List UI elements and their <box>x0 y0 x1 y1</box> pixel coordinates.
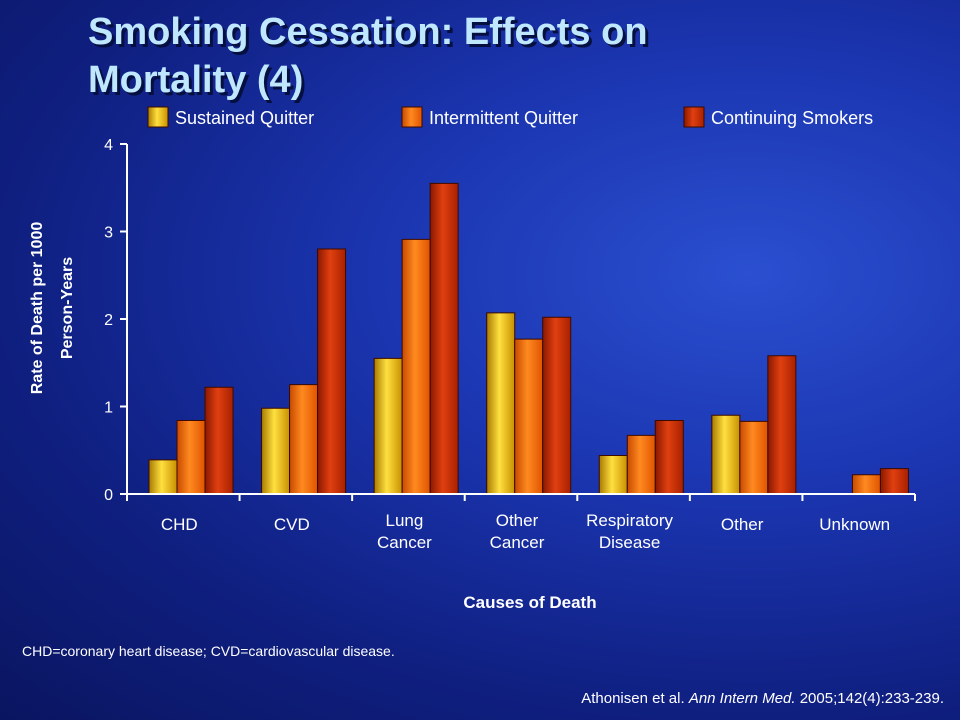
bar-1-6 <box>711 414 741 495</box>
legend-label-1: Sustained Quitter <box>175 108 314 128</box>
bar-1-2 <box>261 407 291 495</box>
bar-2-1 <box>176 420 206 495</box>
title-line-2: Mortality (4) <box>88 59 304 101</box>
title-line-1: Smoking Cessation: Effects on <box>88 11 648 53</box>
bar-1-3 <box>373 357 403 495</box>
bar-3-6 <box>767 355 797 495</box>
citation-details: 2005;142(4):233-239. <box>799 690 944 707</box>
x-category-label-3: Lung Cancer <box>377 511 432 552</box>
y-tick-label-5: 4 <box>104 137 113 154</box>
x-category-label-1: CHD <box>161 515 198 534</box>
y-tick-label-4: 3 <box>104 225 113 242</box>
x-category-label-2: CVD <box>274 515 310 534</box>
bar-2-4 <box>514 338 544 495</box>
legend-swatch-2 <box>401 106 423 128</box>
legend-label-3: Continuing Smokers <box>711 108 873 128</box>
x-category-label-4: Other Cancer <box>490 511 545 552</box>
legend-swatch-1 <box>147 106 169 128</box>
bar-1-1 <box>148 459 178 495</box>
bar-1-5 <box>598 455 628 495</box>
bar-3-2 <box>317 248 347 495</box>
bar-3-4 <box>542 316 572 495</box>
y-tick-label-2: 1 <box>104 400 113 417</box>
bar-2-7 <box>851 474 881 495</box>
bar-2-6 <box>739 420 769 495</box>
bar-2-2 <box>289 384 319 495</box>
legend-swatch-3 <box>683 106 705 128</box>
y-tick-label-1: 0 <box>104 487 113 504</box>
slide-title: Smoking Cessation: Effects on Mortality … <box>88 8 848 104</box>
legend-label-2: Intermittent Quitter <box>429 108 578 128</box>
citation: Athonisen et al. Ann Intern Med. 2005;14… <box>581 690 944 707</box>
bar-3-3 <box>429 182 459 495</box>
bar-3-7 <box>879 468 909 495</box>
x-category-label-6: Other <box>721 515 764 534</box>
bar-2-3 <box>401 238 431 495</box>
x-category-label-5: Respiratory Disease <box>586 511 673 552</box>
bar-2-5 <box>626 434 656 495</box>
bar-3-5 <box>654 420 684 495</box>
footnote: CHD=coronary heart disease; CVD=cardiova… <box>22 643 395 659</box>
x-category-label-7: Unknown <box>819 515 890 534</box>
y-tick-label-3: 2 <box>104 312 113 329</box>
bar-3-1 <box>204 386 234 495</box>
bar-1-4 <box>486 312 516 495</box>
citation-authors: Athonisen et al. <box>581 690 685 707</box>
citation-journal: Ann Intern Med. <box>688 690 796 707</box>
y-axis-title: Rate of Death per 1000 Person-Years <box>29 222 76 395</box>
x-axis-title: Causes of Death <box>463 593 596 612</box>
